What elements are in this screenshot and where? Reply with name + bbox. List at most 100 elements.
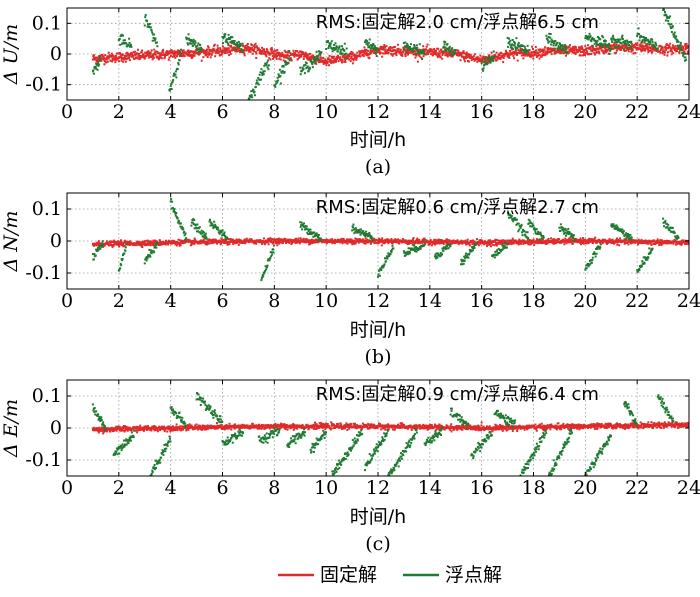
data-point bbox=[617, 238, 620, 241]
data-point bbox=[214, 223, 217, 226]
data-point bbox=[380, 269, 383, 272]
data-point bbox=[260, 277, 263, 280]
data-point bbox=[558, 50, 561, 53]
data-point bbox=[687, 51, 689, 54]
data-point bbox=[196, 230, 199, 233]
data-point bbox=[237, 48, 240, 51]
data-point bbox=[612, 34, 615, 37]
data-point bbox=[261, 72, 264, 75]
data-point bbox=[353, 53, 356, 56]
data-point bbox=[261, 46, 264, 49]
data-point bbox=[191, 53, 194, 56]
data-point bbox=[637, 238, 640, 241]
data-point bbox=[400, 52, 403, 55]
data-point bbox=[431, 50, 434, 53]
data-point bbox=[217, 229, 220, 232]
data-point bbox=[147, 23, 150, 26]
data-point bbox=[595, 50, 598, 53]
data-point bbox=[319, 56, 322, 59]
data-point bbox=[215, 51, 218, 54]
data-point bbox=[328, 54, 331, 57]
data-point bbox=[124, 57, 127, 60]
data-point bbox=[513, 40, 516, 43]
data-point bbox=[132, 54, 135, 57]
data-point bbox=[434, 52, 437, 55]
data-point bbox=[205, 237, 208, 240]
data-point bbox=[177, 221, 180, 224]
data-point bbox=[179, 239, 182, 242]
data-point bbox=[112, 244, 115, 247]
data-point bbox=[250, 43, 253, 46]
data-point bbox=[211, 242, 214, 245]
data-point bbox=[540, 240, 543, 243]
data-point bbox=[158, 52, 161, 55]
data-point bbox=[590, 40, 593, 43]
data-point bbox=[441, 50, 444, 53]
data-point bbox=[670, 31, 673, 34]
data-point bbox=[670, 47, 673, 50]
data-point bbox=[462, 52, 465, 55]
data-point bbox=[187, 43, 190, 46]
x-tick-label: 8 bbox=[268, 101, 280, 123]
data-point bbox=[371, 239, 374, 242]
data-point bbox=[369, 241, 372, 244]
data-point bbox=[384, 48, 387, 51]
data-point bbox=[122, 254, 125, 257]
data-point bbox=[482, 69, 485, 72]
data-point bbox=[634, 42, 637, 45]
data-point bbox=[432, 51, 435, 54]
data-point bbox=[151, 58, 154, 61]
data-point bbox=[226, 41, 229, 44]
data-point bbox=[599, 241, 602, 244]
data-point bbox=[292, 54, 295, 57]
data-point bbox=[260, 52, 263, 55]
data-point bbox=[306, 57, 309, 60]
data-point bbox=[482, 55, 485, 58]
data-point bbox=[593, 53, 596, 56]
data-point bbox=[615, 46, 618, 49]
data-point bbox=[585, 242, 588, 245]
data-point bbox=[544, 46, 547, 49]
data-point bbox=[181, 226, 184, 229]
data-point bbox=[445, 48, 448, 51]
data-point bbox=[597, 43, 600, 46]
data-point bbox=[252, 240, 255, 243]
data-point bbox=[165, 239, 168, 242]
data-point bbox=[661, 52, 664, 55]
data-point bbox=[113, 58, 116, 61]
data-point bbox=[374, 241, 377, 244]
data-point bbox=[99, 243, 102, 246]
data-point bbox=[270, 52, 273, 55]
data-point bbox=[649, 49, 652, 52]
data-point bbox=[165, 50, 168, 53]
data-point bbox=[549, 36, 552, 39]
data-point bbox=[154, 53, 157, 56]
data-point bbox=[212, 226, 215, 229]
data-point bbox=[643, 39, 646, 42]
data-point bbox=[431, 54, 434, 57]
data-point bbox=[631, 241, 634, 244]
data-point bbox=[550, 38, 553, 41]
data-point bbox=[319, 53, 322, 56]
data-point bbox=[512, 52, 515, 55]
data-point bbox=[275, 57, 278, 60]
data-point bbox=[682, 239, 685, 242]
data-point bbox=[179, 225, 182, 228]
data-point bbox=[190, 42, 193, 45]
data-point bbox=[551, 238, 554, 241]
data-point bbox=[109, 240, 112, 243]
data-point bbox=[448, 45, 451, 48]
data-point bbox=[486, 56, 489, 59]
data-point bbox=[489, 60, 492, 63]
data-point bbox=[381, 55, 384, 58]
data-point bbox=[472, 55, 475, 58]
data-point bbox=[101, 54, 104, 57]
data-point bbox=[344, 60, 347, 63]
data-point bbox=[181, 51, 184, 54]
data-point bbox=[611, 41, 614, 44]
data-point bbox=[203, 51, 206, 54]
data-point bbox=[224, 33, 227, 36]
data-point bbox=[346, 55, 349, 58]
data-point bbox=[415, 52, 418, 55]
data-point bbox=[370, 235, 373, 238]
